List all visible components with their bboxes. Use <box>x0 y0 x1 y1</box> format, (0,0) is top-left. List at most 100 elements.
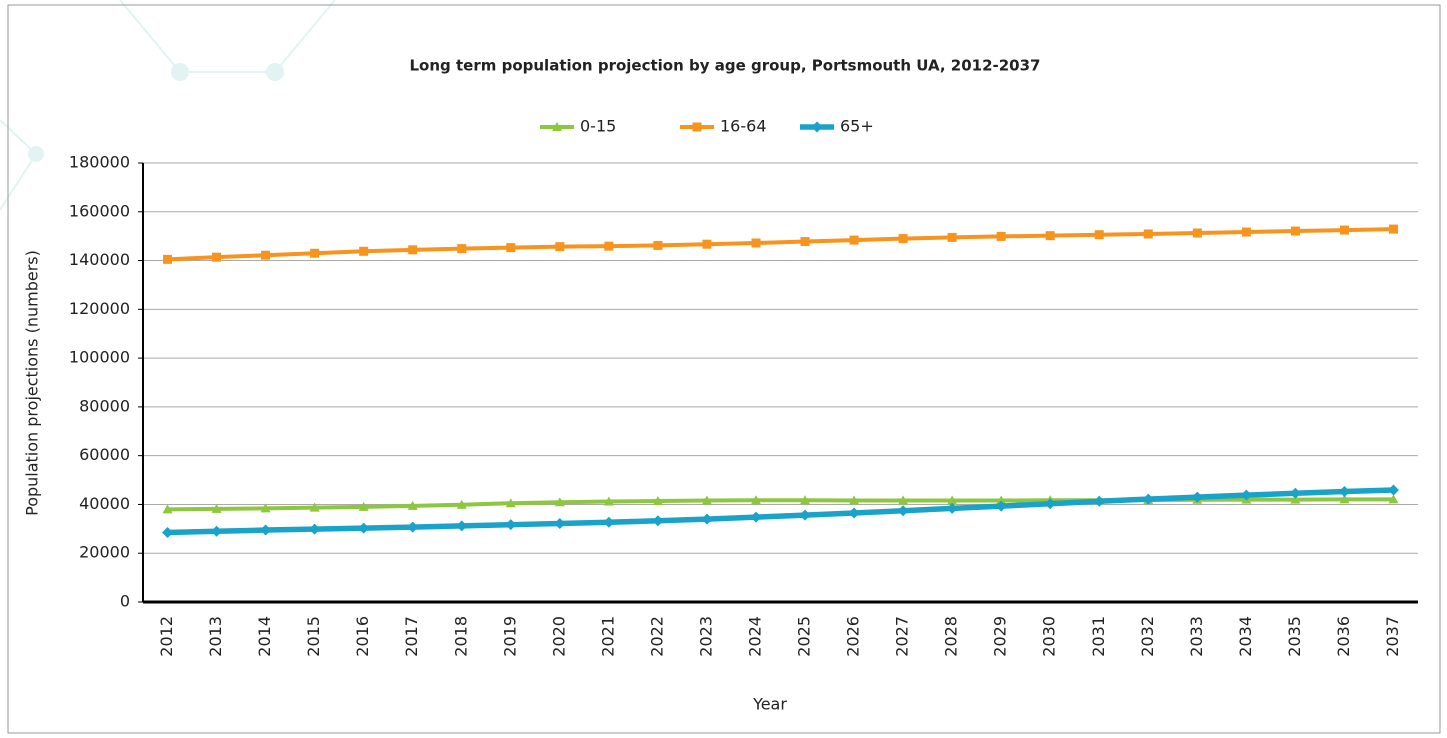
point <box>1044 498 1056 510</box>
point <box>996 495 1007 505</box>
y-tick-label: 100000 <box>69 348 130 367</box>
x-tick-label: 2027 <box>893 616 912 657</box>
chart-title: Long term population projection by age g… <box>410 57 1041 75</box>
point <box>505 498 516 508</box>
x-tick-label: 2032 <box>1138 616 1157 657</box>
x-tick-label: 2026 <box>844 616 863 657</box>
x-tick-label: 2036 <box>1334 616 1353 657</box>
series-line <box>167 487 1394 536</box>
point <box>1094 230 1104 240</box>
point <box>701 495 712 505</box>
x-tick-label: 2019 <box>500 616 519 657</box>
x-tick-label: 2013 <box>206 616 225 657</box>
legend-marker <box>552 122 562 131</box>
point <box>1143 229 1153 239</box>
point <box>1192 228 1202 238</box>
point <box>407 521 419 533</box>
point <box>358 522 370 534</box>
point <box>1387 484 1399 496</box>
x-tick-label: 2035 <box>1285 616 1304 657</box>
point <box>1338 486 1350 498</box>
x-tick-label: 2012 <box>157 616 176 657</box>
point <box>408 245 418 255</box>
point <box>505 519 517 531</box>
point <box>898 234 908 244</box>
y-axis-label: Population projections (numbers) <box>23 250 42 516</box>
y-tick-label: 0 <box>120 592 130 611</box>
point <box>848 507 860 519</box>
point <box>898 495 909 505</box>
x-tick-label: 2014 <box>255 616 274 657</box>
point <box>309 523 321 535</box>
point <box>554 497 565 507</box>
point <box>947 495 958 505</box>
x-tick-label: 2022 <box>647 616 666 657</box>
x-tick-label: 2023 <box>696 616 715 657</box>
point <box>603 496 614 506</box>
point <box>457 244 467 254</box>
point <box>1093 495 1105 507</box>
point <box>163 254 173 264</box>
legend-marker <box>692 122 702 132</box>
point <box>701 513 713 525</box>
point <box>1290 226 1300 236</box>
frame <box>7 4 1441 734</box>
point <box>1339 494 1350 504</box>
point <box>1142 493 1154 505</box>
x-axis-label: Year <box>752 695 787 714</box>
legend-label: 0-15 <box>580 117 616 136</box>
y-tick-label: 140000 <box>69 250 130 269</box>
x-tick-label: 2033 <box>1187 616 1206 657</box>
legend-label: 16-64 <box>720 117 767 136</box>
point <box>750 511 762 523</box>
x-tick-label: 2020 <box>549 616 568 657</box>
point <box>800 237 810 247</box>
x-tick-label: 2037 <box>1383 616 1402 657</box>
point <box>946 502 958 514</box>
x-tick-label: 2017 <box>402 616 421 657</box>
legend-label: 65+ <box>840 117 874 136</box>
point <box>358 501 369 511</box>
decoration <box>0 0 336 211</box>
y-tick-label: 40000 <box>79 494 130 513</box>
point <box>555 242 565 252</box>
point <box>1388 224 1398 234</box>
point <box>162 526 174 538</box>
point <box>996 231 1006 241</box>
point <box>309 502 320 512</box>
series-line <box>167 227 1394 262</box>
point <box>751 238 761 248</box>
point <box>604 241 614 251</box>
point <box>359 246 369 256</box>
x-tick-label: 2025 <box>795 616 814 657</box>
x-tick-label: 2015 <box>304 616 323 657</box>
point <box>261 250 271 260</box>
point <box>799 509 811 521</box>
point <box>652 515 664 527</box>
y-tick-label: 120000 <box>69 299 130 318</box>
point <box>1339 225 1349 235</box>
x-tick-label: 2029 <box>991 616 1010 657</box>
x-tick-label: 2016 <box>353 616 372 657</box>
point <box>897 505 909 517</box>
point <box>995 500 1007 512</box>
point <box>456 499 467 509</box>
point <box>211 525 223 537</box>
x-tick-label: 2034 <box>1236 616 1255 657</box>
point <box>211 503 222 513</box>
x-tick-label: 2024 <box>745 616 764 657</box>
point <box>407 500 418 510</box>
y-tick-label: 20000 <box>79 543 130 562</box>
point <box>1388 494 1399 504</box>
x-tick-label: 2030 <box>1040 616 1059 657</box>
point <box>849 495 860 505</box>
y-tick-label: 180000 <box>69 153 130 172</box>
point <box>162 504 173 514</box>
y-tick-label: 160000 <box>69 201 130 220</box>
x-tick-label: 2021 <box>598 616 617 657</box>
x-tick-label: 2018 <box>451 616 470 657</box>
point <box>1045 231 1055 241</box>
point <box>1240 489 1252 501</box>
